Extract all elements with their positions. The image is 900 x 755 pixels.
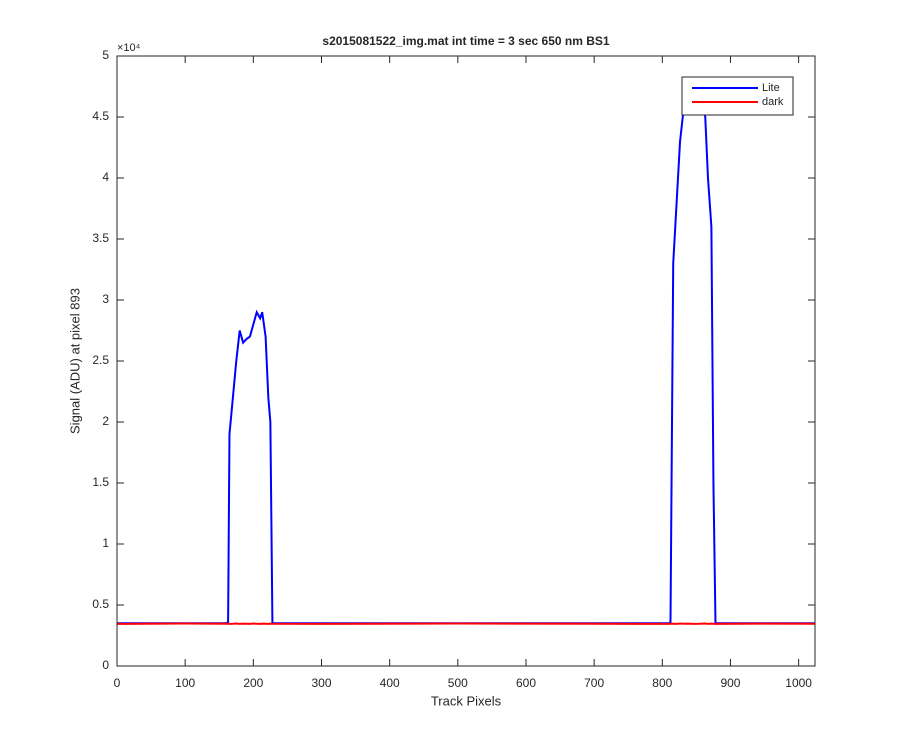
x-tick-label: 400: [380, 676, 400, 690]
y-tick-label: 5: [102, 48, 109, 62]
y-exponent: ×10⁴: [117, 42, 141, 54]
x-tick-label: 300: [311, 676, 331, 690]
x-tick-label: 200: [243, 676, 263, 690]
legend-label: dark: [762, 96, 784, 108]
y-axis-label: Signal (ADU) at pixel 893: [67, 288, 82, 434]
y-tick-label: 3: [102, 292, 109, 306]
y-tick-label: 2.5: [92, 353, 109, 367]
y-tick-label: 3.5: [92, 231, 109, 245]
y-tick-label: 2: [102, 414, 109, 428]
x-axis-label: Track Pixels: [431, 693, 502, 708]
y-tick-label: 1.5: [92, 475, 109, 489]
x-tick-label: 700: [584, 676, 604, 690]
x-tick-label: 1000: [785, 676, 812, 690]
x-tick-label: 0: [114, 676, 121, 690]
y-tick-label: 1: [102, 536, 109, 550]
y-tick-label: 4.5: [92, 109, 109, 123]
y-tick-label: 0: [102, 658, 109, 672]
chart-title: s2015081522_img.mat int time = 3 sec 650…: [322, 34, 609, 48]
x-tick-label: 500: [448, 676, 468, 690]
x-tick-label: 100: [175, 676, 195, 690]
y-tick-label: 4: [102, 170, 109, 184]
x-tick-label: 800: [652, 676, 672, 690]
y-tick-label: 0.5: [92, 597, 109, 611]
x-tick-label: 900: [720, 676, 740, 690]
x-tick-label: 600: [516, 676, 536, 690]
legend-label: Lite: [762, 82, 780, 94]
